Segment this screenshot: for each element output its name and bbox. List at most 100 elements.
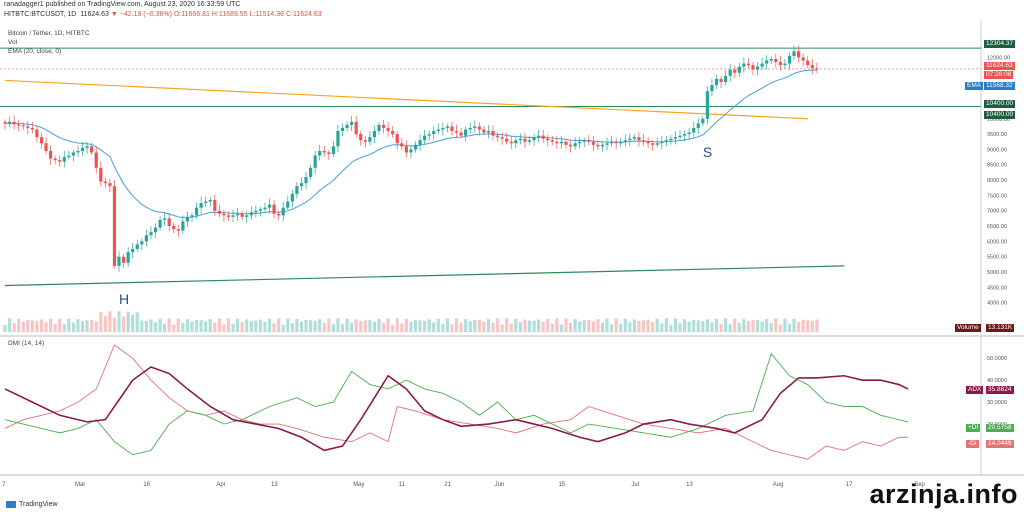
volume-bar xyxy=(737,322,741,332)
candle-body xyxy=(505,138,509,142)
price-tick-label: 4000.00 xyxy=(987,301,1007,307)
volume-bar xyxy=(555,318,559,332)
volume-bar xyxy=(646,319,650,332)
candle-body xyxy=(637,137,641,141)
symbol-label: HITBTC:BTCUSDT, 1D xyxy=(4,11,77,18)
volume-bar xyxy=(30,320,34,332)
support-price-tag: 10400.00 xyxy=(984,100,1016,108)
volume-bar xyxy=(660,323,664,332)
time-tick-label: May xyxy=(353,482,364,488)
candle-body xyxy=(135,244,139,250)
candle-body xyxy=(386,127,390,132)
candle-body xyxy=(331,146,335,155)
pdi-tag-label: +DI xyxy=(966,424,981,432)
candle-body xyxy=(62,157,66,162)
volume-bar xyxy=(58,318,62,332)
candle-body xyxy=(701,118,705,124)
candle-body xyxy=(140,241,144,245)
volume-bar xyxy=(724,318,728,332)
candle-body xyxy=(299,183,304,187)
candle-body xyxy=(486,131,491,133)
candle-body xyxy=(687,132,691,135)
volume-bar xyxy=(331,324,335,332)
volume-bar xyxy=(99,311,103,332)
mdi-line xyxy=(4,344,909,460)
volume-bar xyxy=(7,318,12,332)
candle-body xyxy=(240,213,244,217)
candle-body xyxy=(491,131,495,136)
volume-bar xyxy=(85,320,89,332)
volume-bar xyxy=(591,321,595,332)
volume-bar xyxy=(336,318,340,332)
candle-body xyxy=(53,158,57,161)
volume-bar xyxy=(500,324,504,332)
candle-body xyxy=(801,57,805,61)
volume-bar xyxy=(163,323,167,332)
ema-legend: EMA (20, close, 0) xyxy=(8,48,62,55)
volume-bar xyxy=(432,322,436,332)
candle-body xyxy=(26,126,30,128)
candle-body xyxy=(368,137,372,142)
candle-body xyxy=(518,138,522,141)
candle-body xyxy=(646,141,650,144)
candle-body xyxy=(600,144,605,147)
volume-bar xyxy=(359,320,363,332)
candle-body xyxy=(76,150,80,153)
volume-bar xyxy=(623,318,627,332)
candle-body xyxy=(482,129,486,133)
volume-bar xyxy=(313,321,317,332)
ema-tag-value: 11568.32 xyxy=(984,82,1015,90)
volume-bar xyxy=(523,319,527,332)
volume-bar xyxy=(39,319,44,332)
volume-bar xyxy=(491,322,495,332)
volume-bar xyxy=(678,323,682,332)
candle-body xyxy=(464,129,468,136)
candle-body xyxy=(363,140,367,142)
volume-bar xyxy=(655,318,659,332)
price-tick-label: 12000.00 xyxy=(987,55,1010,61)
candle-body xyxy=(213,199,217,211)
candle-body xyxy=(546,138,550,141)
volume-bar xyxy=(386,318,390,332)
candle-body xyxy=(377,124,381,132)
tradingview-logo-icon xyxy=(6,501,16,508)
candle-body xyxy=(441,127,445,130)
candle-body xyxy=(80,147,85,151)
candle-body xyxy=(468,127,472,130)
candle-body xyxy=(564,141,568,145)
candle-body xyxy=(7,121,12,124)
time-tick-label: 15 xyxy=(558,482,565,488)
descending-trendline xyxy=(4,79,808,120)
volume-bar xyxy=(518,322,522,332)
volume-bar xyxy=(368,319,372,332)
candle-body xyxy=(797,51,801,58)
candle-body xyxy=(500,137,504,139)
countdown-tag: 07:26:08 xyxy=(984,71,1014,79)
candle-body xyxy=(454,131,459,133)
change-label: ▼ −42.19 (−0.36%) xyxy=(110,11,172,18)
candle-body xyxy=(641,140,646,142)
volume-bar xyxy=(710,322,714,332)
time-tick-label: 21 xyxy=(444,482,451,488)
volume-bar xyxy=(806,320,810,332)
candle-body xyxy=(587,140,591,142)
candle-body xyxy=(181,221,185,231)
volume-bar xyxy=(801,319,805,332)
candle-body xyxy=(144,235,148,242)
candle-body xyxy=(436,129,440,132)
dmi-tick-label: 30.0000 xyxy=(987,400,1007,406)
candle-body xyxy=(596,144,600,147)
volume-bar xyxy=(714,318,719,332)
candle-body xyxy=(432,131,436,135)
adx-tag-label: ADX xyxy=(966,386,984,394)
candle-body xyxy=(568,144,573,147)
candle-body xyxy=(610,141,614,144)
volume-bar xyxy=(673,318,678,332)
candle-body xyxy=(381,124,386,128)
volume-bar xyxy=(619,323,623,332)
volume-bar xyxy=(345,318,349,332)
volume-bar xyxy=(318,319,322,332)
candle-body xyxy=(514,140,518,144)
candle-body xyxy=(12,121,16,125)
